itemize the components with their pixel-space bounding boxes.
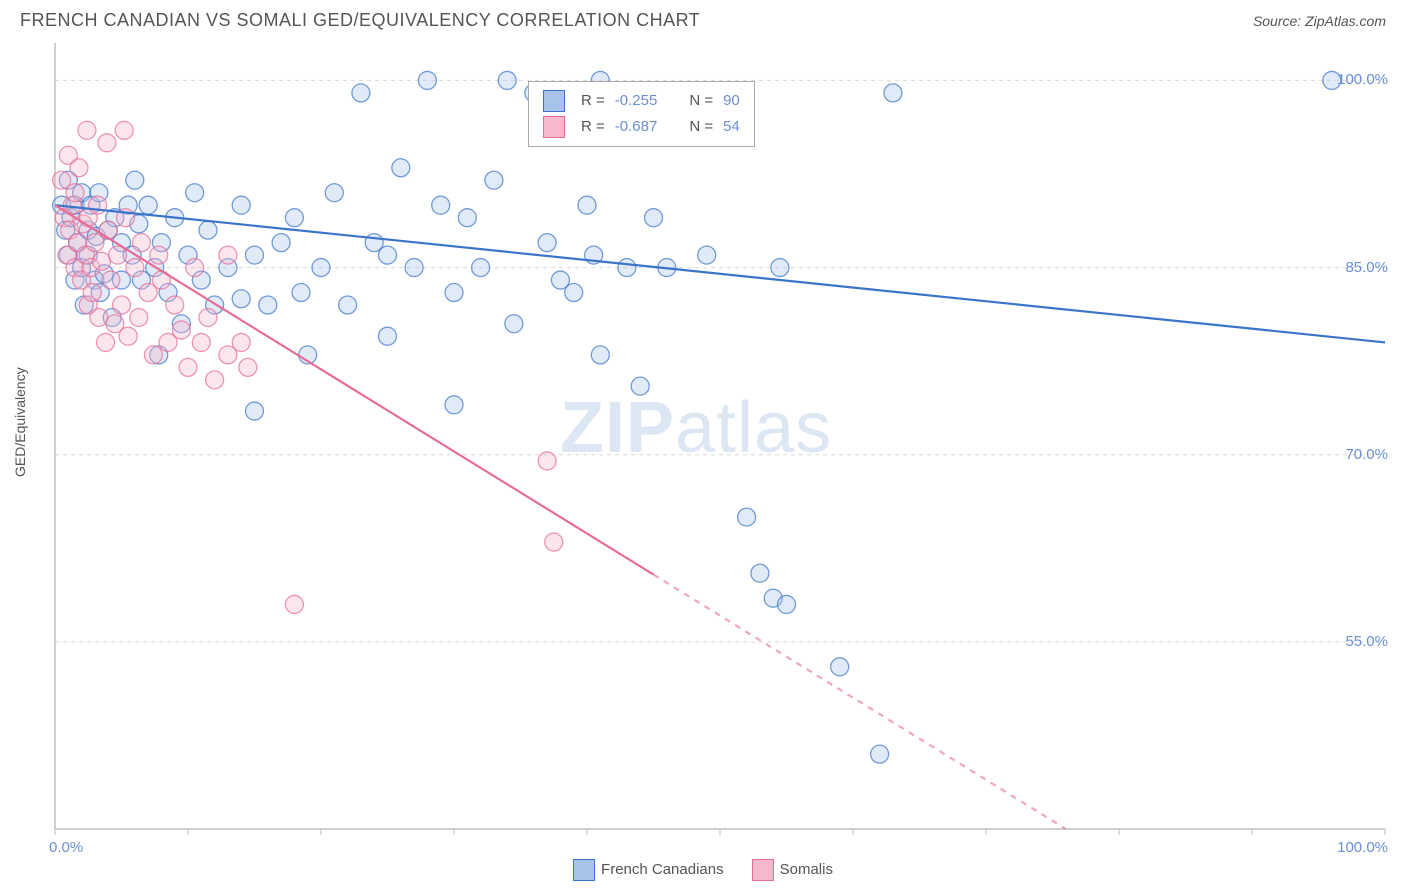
stats-legend: R = -0.255 N = 90 R = -0.687 N = 54 <box>528 81 755 147</box>
r-value: -0.255 <box>615 88 658 114</box>
legend-item: Somalis <box>752 859 833 881</box>
r-label: R = <box>581 114 605 140</box>
chart-title: FRENCH CANADIAN VS SOMALI GED/EQUIVALENC… <box>20 10 700 31</box>
legend-swatch <box>543 90 565 112</box>
scatter-chart <box>0 37 1406 887</box>
n-label: N = <box>689 114 713 140</box>
y-tick-label: 55.0% <box>1345 633 1388 650</box>
n-value: 54 <box>723 114 740 140</box>
y-tick-label: 100.0% <box>1337 71 1388 88</box>
legend-label: Somalis <box>780 861 833 878</box>
n-label: N = <box>689 88 713 114</box>
y-axis-label: GED/Equivalency <box>12 367 28 477</box>
n-value: 90 <box>723 88 740 114</box>
legend-label: French Canadians <box>601 861 724 878</box>
x-tick-label: 0.0% <box>49 839 83 856</box>
legend-swatch <box>752 859 774 881</box>
x-tick-label: 100.0% <box>1337 839 1388 856</box>
stats-legend-row: R = -0.255 N = 90 <box>543 88 740 114</box>
chart-source: Source: ZipAtlas.com <box>1253 13 1386 29</box>
r-value: -0.687 <box>615 114 658 140</box>
series-legend: French Canadians Somalis <box>0 859 1406 881</box>
legend-swatch <box>573 859 595 881</box>
stats-legend-row: R = -0.687 N = 54 <box>543 114 740 140</box>
y-tick-label: 85.0% <box>1345 259 1388 276</box>
r-label: R = <box>581 88 605 114</box>
legend-item: French Canadians <box>573 859 724 881</box>
y-tick-label: 70.0% <box>1345 446 1388 463</box>
legend-swatch <box>543 116 565 138</box>
chart-area: GED/Equivalency ZIPatlas 55.0%70.0%85.0%… <box>0 37 1406 887</box>
